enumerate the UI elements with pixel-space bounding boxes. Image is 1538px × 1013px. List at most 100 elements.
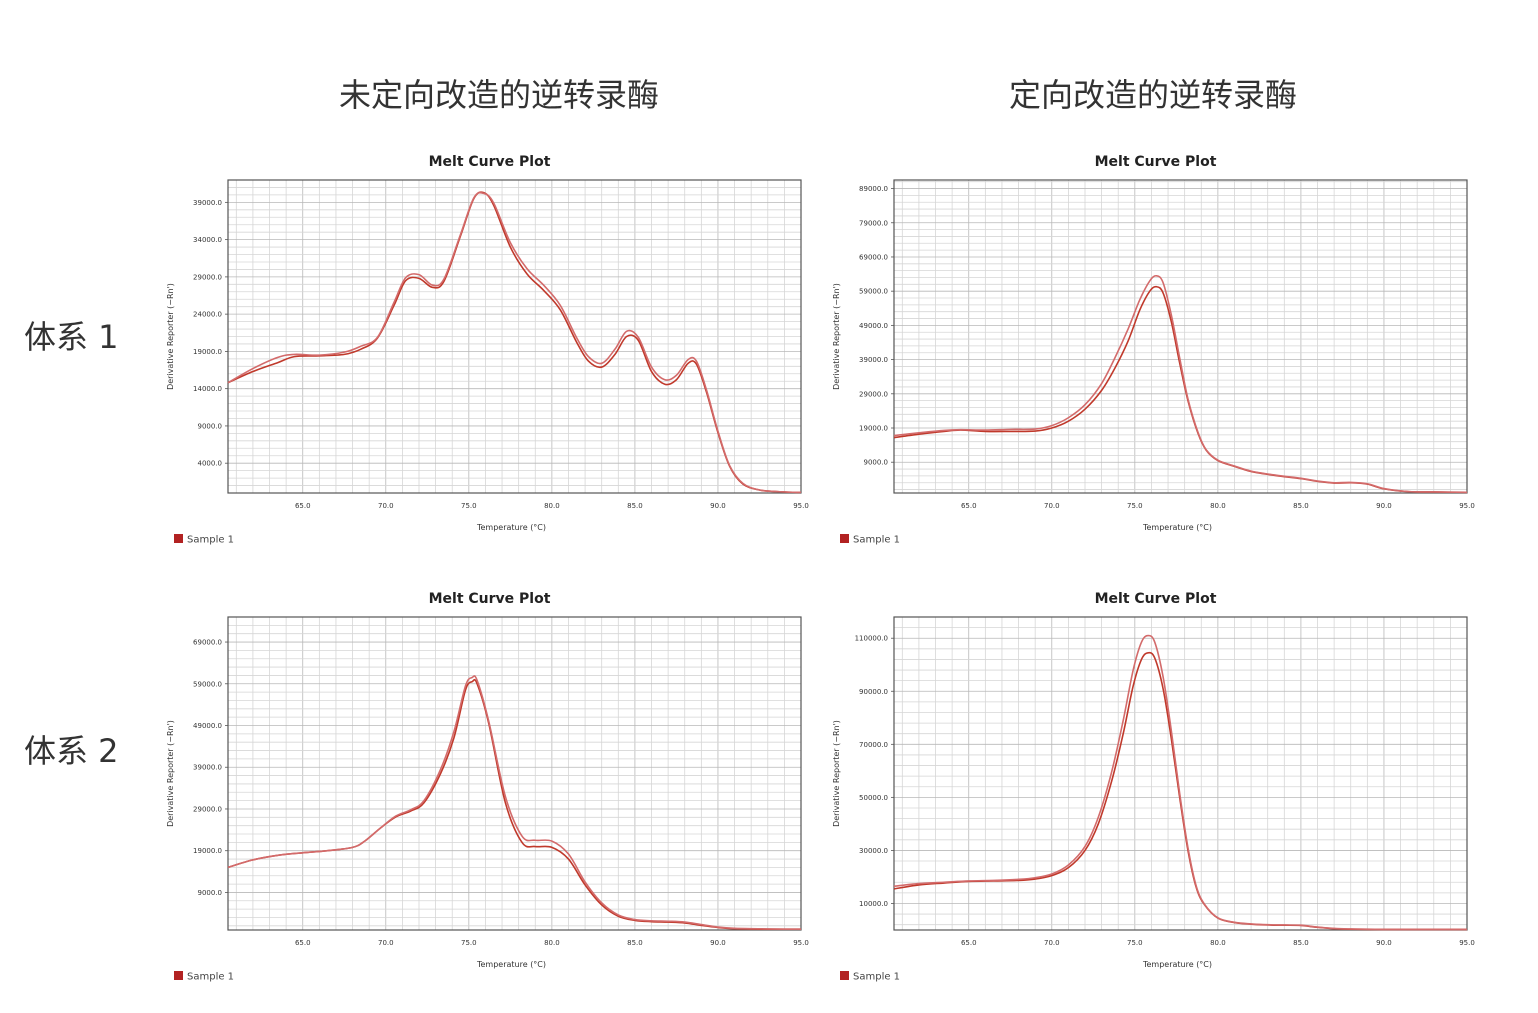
x-tick-label: 75.0 — [1127, 939, 1143, 947]
y-tick-label: 110000.0 — [855, 635, 888, 643]
plot-frame — [893, 616, 1468, 931]
plot-area — [228, 617, 801, 930]
y-tick-label: 29000.0 — [193, 805, 222, 813]
x-axis-label: Temperature (°C) — [476, 523, 546, 532]
x-axis-label: Temperature (°C) — [476, 960, 546, 969]
legend-swatch — [840, 534, 849, 543]
x-tick-label: 95.0 — [1459, 502, 1475, 510]
y-tick-label: 4000.0 — [198, 460, 223, 468]
legend-swatch — [174, 971, 183, 980]
x-tick-label: 75.0 — [1127, 502, 1143, 510]
y-tick-label: 19000.0 — [193, 847, 222, 855]
y-tick-label: 70000.0 — [859, 741, 888, 749]
melt-curve-svg: Melt Curve Plot 65.0 70.0 75.0 80.0 85.0 90.0 9… — [832, 591, 1475, 983]
plot-title: Melt Curve Plot — [429, 591, 551, 607]
x-tick-label: 90.0 — [1376, 502, 1392, 510]
row-header-2: 体系 2 — [24, 732, 119, 770]
chart-system2-unmodified: Melt Curve Plot 65.0 70.0 75.0 80.0 85.0 90.0 9… — [160, 585, 820, 995]
x-tick-label: 90.0 — [1376, 939, 1392, 947]
plot-frame — [893, 179, 1468, 494]
y-axis-label: Derivative Reporter (−Rn') — [832, 283, 841, 390]
y-tick-label: 29000.0 — [193, 273, 222, 281]
series-line-2 — [893, 634, 1467, 931]
melt-curve-svg: Melt Curve Plot 65.0 70.0 75.0 80.0 85.0 90.0 9… — [166, 154, 809, 546]
x-tick-label: 80.0 — [544, 939, 560, 947]
y-tick-label: 19000.0 — [859, 425, 888, 433]
y-axis-label: Derivative Reporter (−Rn') — [166, 720, 175, 827]
series-line-2 — [227, 675, 802, 930]
chart-system2-modified: Melt Curve Plot 65.0 70.0 75.0 80.0 85.0 90.0 9… — [826, 585, 1486, 995]
legend-swatch — [174, 534, 183, 543]
y-tick-label: 19000.0 — [193, 348, 222, 356]
grid — [894, 616, 1468, 930]
x-tick-label: 90.0 — [710, 502, 726, 510]
column-header-1: 未定向改造的逆转录酶 — [338, 76, 660, 114]
x-tick-label: 90.0 — [710, 939, 726, 947]
y-tick-label: 79000.0 — [859, 219, 888, 227]
y-tick-label: 30000.0 — [859, 847, 888, 855]
chart-system1-modified: Melt Curve Plot 65.0 70.0 75.0 80.0 85.0 90.0 9… — [826, 148, 1486, 558]
y-tick-label: 50000.0 — [859, 794, 888, 802]
y-tick-label: 39000.0 — [859, 356, 888, 364]
y-tick-label: 9000.0 — [198, 422, 223, 430]
x-tick-label: 65.0 — [961, 939, 977, 947]
y-tick-label: 39000.0 — [193, 199, 222, 207]
x-tick-label: 85.0 — [627, 502, 643, 510]
y-tick-label: 39000.0 — [193, 764, 222, 772]
x-tick-label: 85.0 — [627, 939, 643, 947]
y-tick-label: 14000.0 — [193, 385, 222, 393]
legend-label: Sample 1 — [187, 972, 234, 983]
x-axis-label: Temperature (°C) — [1142, 960, 1212, 969]
legend-label: Sample 1 — [853, 535, 900, 546]
x-tick-label: 95.0 — [1459, 939, 1475, 947]
plot-frame — [227, 179, 802, 494]
x-tick-label: 80.0 — [544, 502, 560, 510]
y-tick-label: 49000.0 — [193, 722, 222, 730]
plot-title: Melt Curve Plot — [1095, 591, 1217, 607]
melt-curve-svg: Melt Curve Plot 65.0 70.0 75.0 80.0 85.0 90.0 9… — [832, 154, 1475, 546]
x-tick-label: 70.0 — [1044, 939, 1060, 947]
legend-label: Sample 1 — [853, 972, 900, 983]
legend-swatch — [840, 971, 849, 980]
series-line-2 — [893, 274, 1468, 494]
x-tick-label: 95.0 — [793, 502, 809, 510]
grid — [894, 180, 1468, 493]
y-axis-label: Derivative Reporter (−Rn') — [166, 283, 175, 390]
y-tick-label: 24000.0 — [193, 311, 222, 319]
series-line-2 — [227, 191, 802, 494]
y-tick-label: 49000.0 — [859, 322, 888, 330]
x-tick-label: 70.0 — [378, 939, 394, 947]
column-header-2: 定向改造的逆转录酶 — [1008, 76, 1298, 114]
x-tick-label: 65.0 — [295, 939, 311, 947]
plot-frame — [227, 616, 802, 931]
x-tick-label: 95.0 — [793, 939, 809, 947]
y-tick-label: 59000.0 — [859, 288, 888, 296]
x-tick-label: 70.0 — [1044, 502, 1060, 510]
y-tick-label: 69000.0 — [193, 639, 222, 647]
y-tick-label: 9000.0 — [198, 889, 223, 897]
x-tick-label: 75.0 — [461, 502, 477, 510]
y-tick-label: 29000.0 — [859, 390, 888, 398]
x-tick-label: 75.0 — [461, 939, 477, 947]
row-header-1: 体系 1 — [24, 318, 119, 356]
x-tick-label: 70.0 — [378, 502, 394, 510]
y-axis-label: Derivative Reporter (−Rn') — [832, 720, 841, 827]
legend-label: Sample 1 — [187, 535, 234, 546]
x-tick-label: 65.0 — [295, 502, 311, 510]
x-tick-label: 65.0 — [961, 502, 977, 510]
x-tick-label: 80.0 — [1210, 939, 1226, 947]
y-tick-label: 59000.0 — [193, 680, 222, 688]
plot-area — [894, 180, 1467, 493]
y-tick-label: 89000.0 — [859, 185, 888, 193]
x-axis-label: Temperature (°C) — [1142, 523, 1212, 532]
x-tick-label: 80.0 — [1210, 502, 1226, 510]
plot-title: Melt Curve Plot — [1095, 154, 1217, 170]
chart-system1-unmodified: Melt Curve Plot 65.0 70.0 75.0 80.0 85.0 90.0 9… — [160, 148, 820, 558]
y-tick-label: 69000.0 — [859, 253, 888, 261]
y-tick-label: 34000.0 — [193, 236, 222, 244]
plot-area — [894, 617, 1467, 930]
y-tick-label: 90000.0 — [859, 688, 888, 696]
y-tick-label: 9000.0 — [864, 459, 889, 467]
y-tick-label: 10000.0 — [859, 900, 888, 908]
x-tick-label: 85.0 — [1293, 502, 1309, 510]
